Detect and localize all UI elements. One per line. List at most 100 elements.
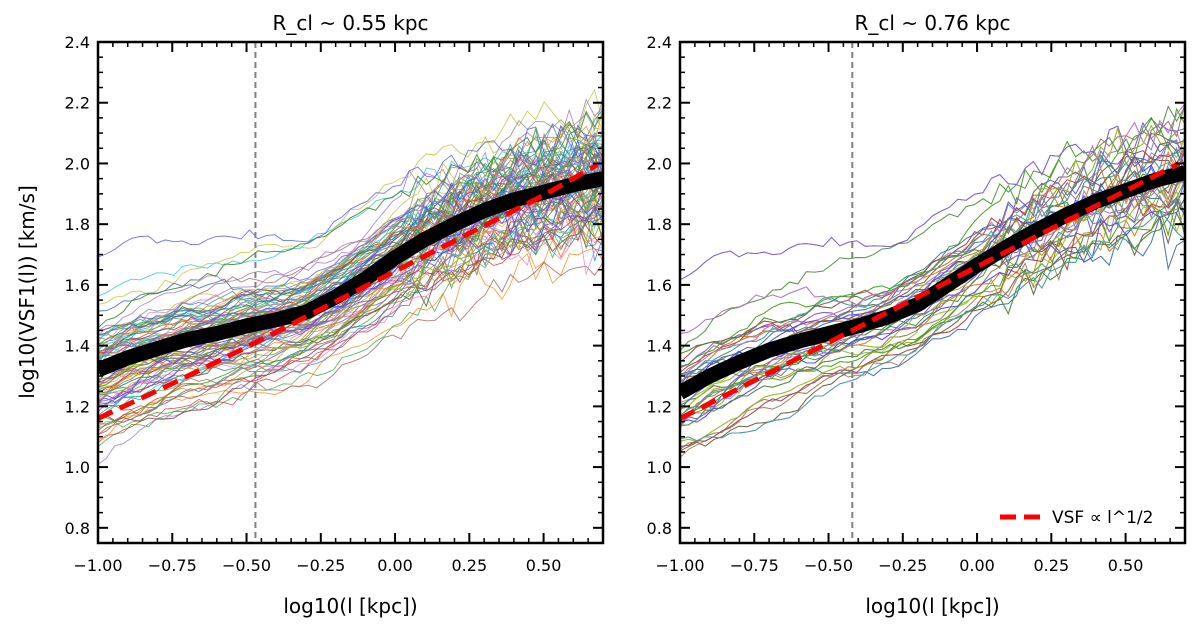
cloud-vsf-curve — [98, 96, 603, 358]
x-tick-label: 0.50 — [1108, 556, 1144, 575]
cloud-vsf-curve — [98, 148, 603, 364]
legend-label: VSF ∝ l^1/2 — [1052, 508, 1153, 528]
cloud-vsf-curve — [680, 211, 1185, 452]
axis-ticks: −1.00 −0.75 −0.50 −0.25 0.00 0.25 0.50 0.8 1.0 1.… — [65, 33, 604, 575]
cloud-vsf-curve — [98, 206, 603, 404]
panel-left: −1.00 −0.75 −0.50 −0.25 0.00 0.25 0.50 0.8 1.0 1.… — [65, 11, 605, 618]
y-axis-label: log10(VSF1(l)) [km/s] — [15, 185, 39, 399]
panel-right: −1.00 −0.75 −0.50 −0.25 0.00 0.25 0.50 0.8 1.0 1.… — [647, 11, 1187, 618]
cloud-vsf-curve — [680, 209, 1185, 442]
fit-line — [680, 161, 1181, 421]
x-tick-label: 0.00 — [377, 556, 413, 575]
cloud-vsf-curve — [680, 133, 1185, 382]
fit-line — [98, 162, 599, 421]
x-tick-label: 0.25 — [1034, 556, 1070, 575]
y-tick-label: 2.0 — [65, 154, 90, 173]
y-tick-label: 1.4 — [65, 337, 90, 356]
cloud-vsf-curve — [98, 133, 603, 370]
cloud-vsf-curve — [98, 127, 603, 388]
cloud-vsf-curve — [680, 124, 1185, 411]
x-tick-label: −0.25 — [296, 556, 345, 575]
y-tick-label: 1.6 — [647, 276, 672, 295]
mean-vsf-line — [98, 171, 603, 377]
individual-curves — [98, 88, 603, 465]
cloud-vsf-curve — [680, 150, 1185, 363]
cloud-vsf-curve — [680, 133, 1185, 382]
cloud-vsf-curve — [680, 164, 1185, 355]
y-tick-label: 2.2 — [65, 94, 90, 113]
cloud-vsf-curve — [680, 200, 1185, 426]
y-tick-label: 1.2 — [65, 397, 90, 416]
cloud-vsf-curve — [680, 174, 1185, 447]
y-tick-label: 1.8 — [65, 215, 90, 234]
cloud-vsf-curve — [98, 247, 603, 441]
mean-vsf-line — [680, 165, 1185, 400]
cloud-vsf-curve — [680, 133, 1185, 382]
cloud-vsf-curve — [98, 189, 603, 380]
cloud-vsf-curve — [98, 125, 603, 258]
cloud-vsf-curve — [98, 261, 603, 411]
y-tick-label: 2.0 — [647, 154, 672, 173]
x-tick-label: 0.50 — [526, 556, 562, 575]
cloud-vsf-curve — [680, 150, 1185, 363]
cloud-vsf-curve — [680, 199, 1185, 419]
cloud-vsf-curve — [98, 222, 603, 367]
cloud-vsf-curve — [680, 143, 1185, 387]
y-tick-label: 0.8 — [65, 519, 90, 538]
legend: VSF ∝ l^1/2 — [1000, 508, 1153, 528]
cloud-vsf-curve — [680, 188, 1185, 426]
cloud-vsf-curve — [680, 105, 1185, 352]
cloud-vsf-curve — [98, 208, 603, 447]
cloud-vsf-curve — [680, 150, 1185, 363]
cloud-vsf-curve — [98, 150, 603, 367]
cloud-vsf-curve — [98, 203, 603, 403]
y-tick-label: 2.4 — [65, 33, 90, 52]
y-tick-label: 2.2 — [647, 94, 672, 113]
plot-frame — [96, 40, 605, 545]
cloud-vsf-curve — [98, 189, 603, 436]
cloud-vsf-curve — [98, 170, 603, 332]
y-tick-label: 1.0 — [647, 458, 672, 477]
y-tick-label: 2.4 — [647, 33, 672, 52]
cloud-vsf-curve — [98, 180, 603, 425]
cloud-vsf-curve — [680, 180, 1185, 335]
x-tick-label: −1.00 — [655, 556, 704, 575]
y-tick-label: 1.4 — [647, 337, 672, 356]
cloud-vsf-curve — [680, 179, 1185, 417]
x-tick-label: −1.00 — [73, 556, 122, 575]
x-axis-label: log10(l [kpc]) — [865, 594, 999, 618]
panel-title: R_cl ~ 0.76 kpc — [854, 11, 1010, 35]
y-tick-label: 1.6 — [65, 276, 90, 295]
x-tick-label: −0.50 — [222, 556, 271, 575]
cloud-vsf-curve — [98, 134, 603, 297]
individual-curves — [680, 102, 1185, 458]
cloud-vsf-curve — [680, 107, 1185, 369]
cloud-vsf-curve — [680, 121, 1185, 281]
cloud-vsf-curve — [680, 173, 1185, 419]
x-tick-label: −0.25 — [878, 556, 927, 575]
cloud-vsf-curve — [680, 211, 1185, 452]
panel-title: R_cl ~ 0.55 kpc — [272, 11, 428, 35]
cloud-vsf-curve — [680, 197, 1185, 424]
x-axis-label: log10(l [kpc]) — [283, 594, 417, 618]
cloud-vsf-curve — [98, 98, 603, 332]
axis-ticks: −1.00 −0.75 −0.50 −0.25 0.00 0.25 0.50 0.8 1.0 1.… — [647, 33, 1186, 575]
x-tick-label: −0.75 — [730, 556, 779, 575]
cloud-vsf-curve — [98, 143, 603, 354]
plot-frame — [678, 40, 1187, 545]
y-tick-label: 0.8 — [647, 519, 672, 538]
cloud-vsf-curve — [98, 110, 603, 329]
cloud-vsf-curve — [98, 113, 603, 346]
y-tick-label: 1.0 — [65, 458, 90, 477]
cloud-vsf-curve — [98, 205, 603, 432]
x-tick-label: 0.25 — [452, 556, 488, 575]
y-tick-label: 1.8 — [647, 215, 672, 234]
cloud-vsf-curve — [680, 211, 1185, 452]
x-tick-label: 0.00 — [959, 556, 995, 575]
cloud-vsf-curve — [98, 202, 603, 402]
y-tick-label: 1.2 — [647, 397, 672, 416]
cloud-vsf-curve — [680, 138, 1185, 376]
cloud-vsf-curve — [680, 144, 1185, 390]
x-tick-label: −0.75 — [148, 556, 197, 575]
